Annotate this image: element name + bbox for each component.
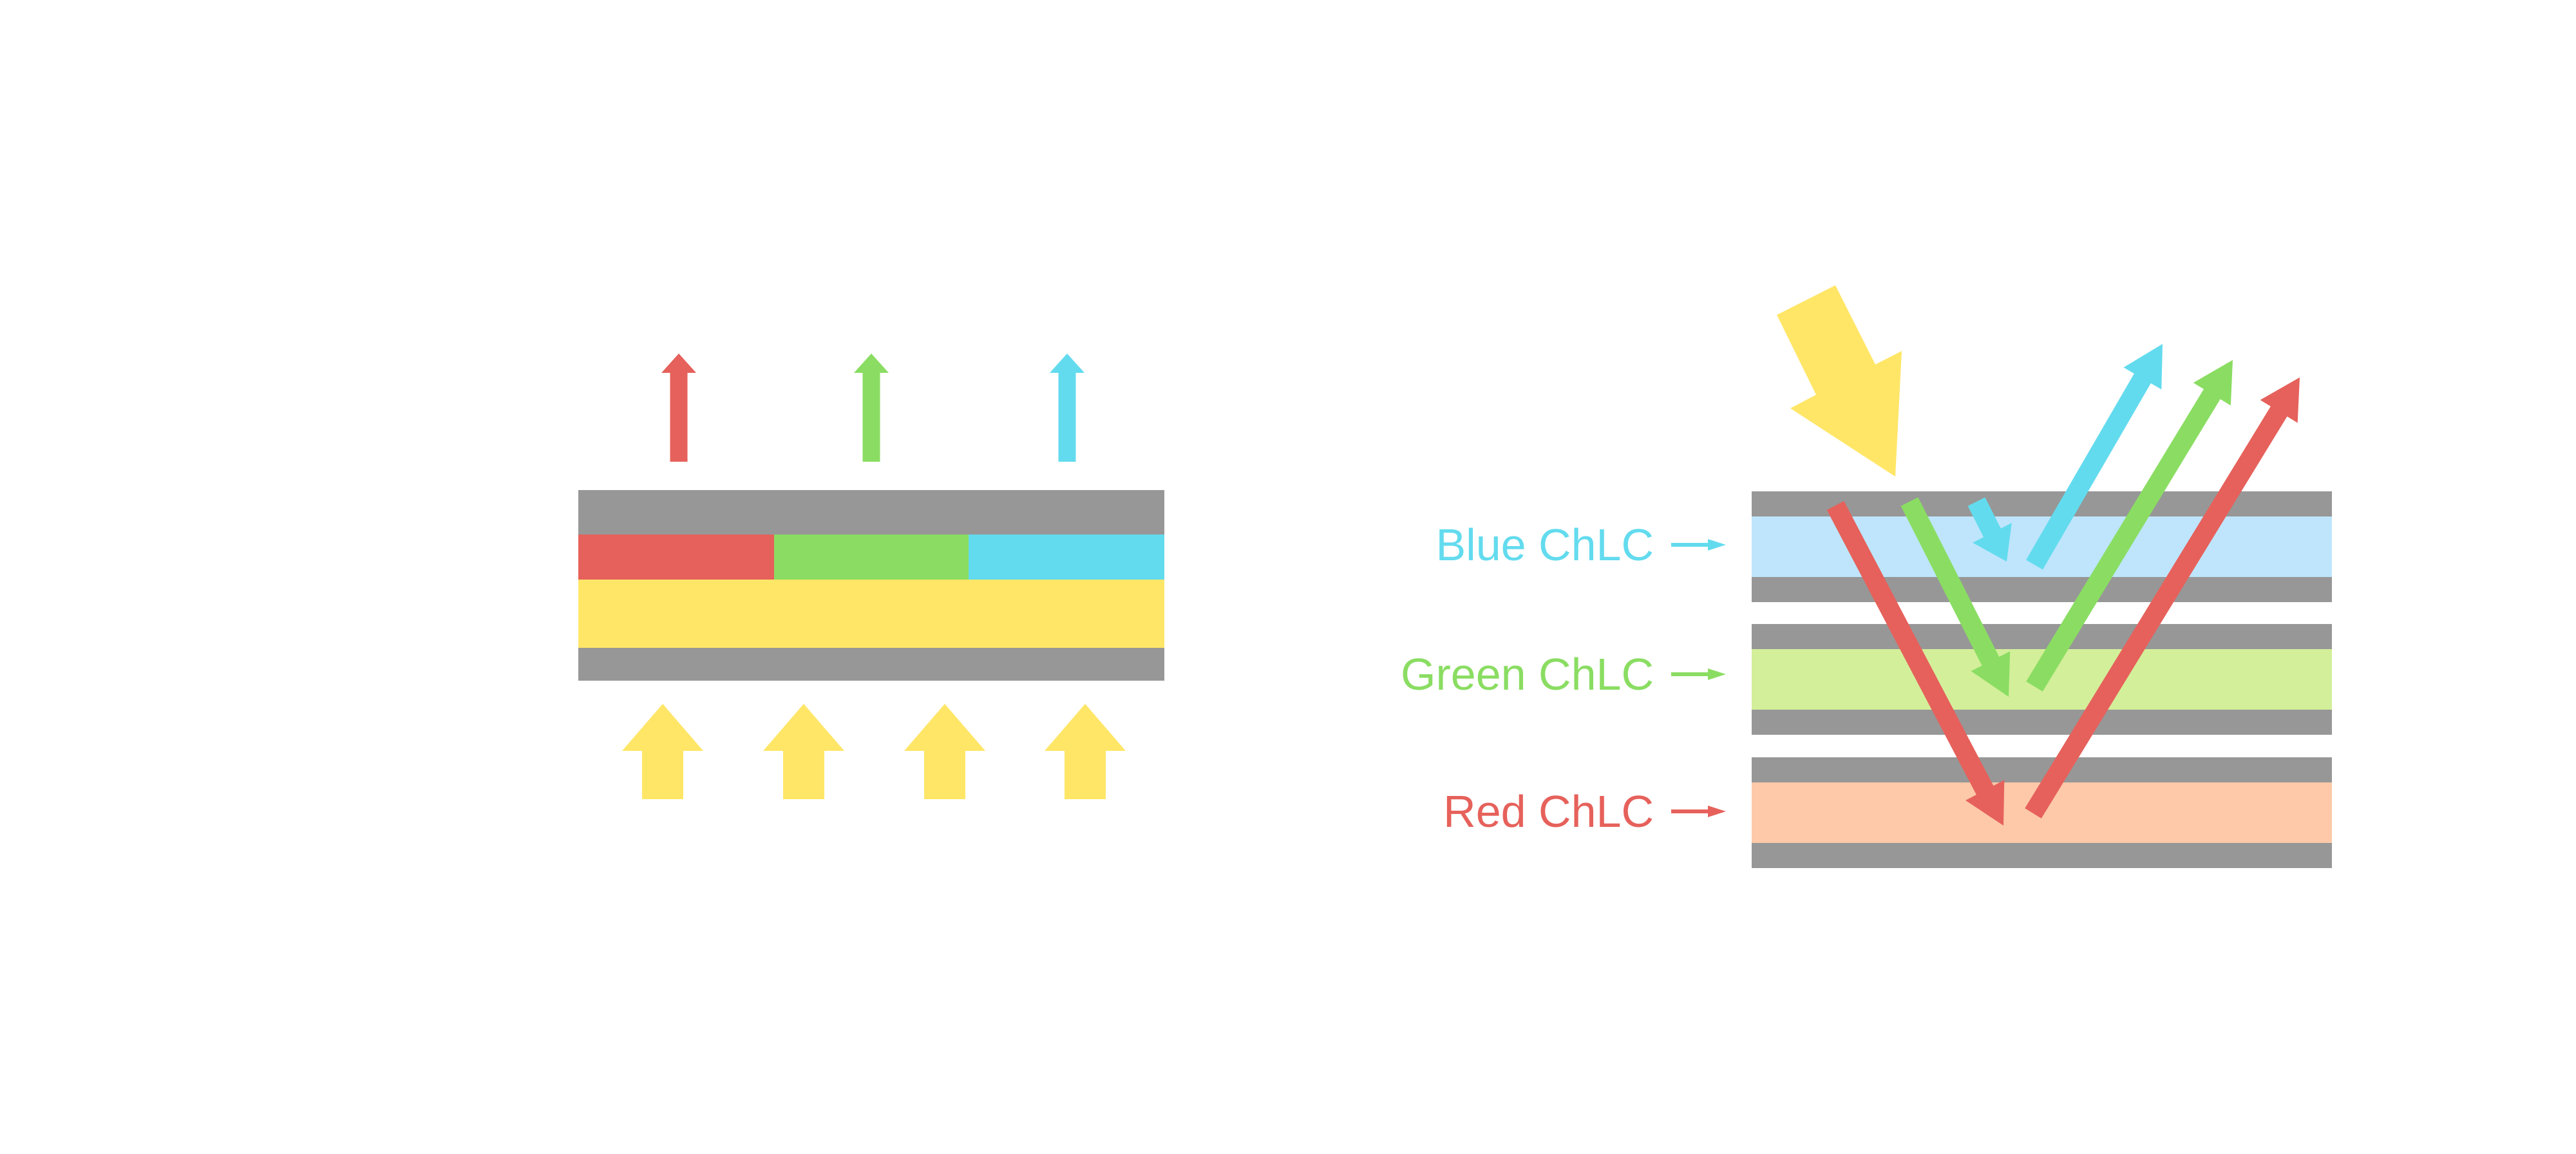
green-filter — [774, 534, 969, 580]
emitted-green-light-arrow-icon — [854, 354, 889, 462]
incident-white-light-arrow-icon — [622, 704, 703, 799]
red-layer-top-substrate — [1752, 757, 2332, 782]
color-filter-diagram — [578, 354, 1164, 799]
layer-label-green: Green ChLC — [1401, 649, 1654, 699]
red-filter — [578, 534, 774, 580]
arrow-shaft — [2026, 388, 2221, 692]
incident-white-light-arrow-icon — [1045, 704, 1126, 799]
arrow-head — [763, 704, 844, 751]
arrow-head — [622, 704, 703, 751]
arrow-head — [2260, 377, 2300, 423]
layer-label-blue: Blue ChLC — [1435, 520, 1654, 570]
incident-white-light-arrow-icon — [763, 704, 844, 799]
blue-layer-bottom-substrate — [1752, 577, 2332, 602]
backlight-layer — [578, 580, 1164, 648]
layer-pointer-green-arrow-icon — [1671, 668, 1726, 680]
red-light-down-arrow-icon — [1826, 501, 2005, 826]
arrow-head — [661, 354, 696, 373]
arrow-head — [1708, 668, 1726, 680]
incident-light-arrow-icon — [1777, 285, 1902, 477]
chlc-stack-diagram: Blue ChLC Green ChLC Red ChLC — [1401, 285, 2332, 868]
arrow-head — [1045, 704, 1126, 751]
arrow-shaft — [2025, 405, 2288, 818]
arrow-shaft — [1900, 497, 2000, 667]
arrow-head — [1708, 806, 1726, 817]
arrow-shaft — [1967, 497, 2002, 538]
arrow-shaft — [2026, 372, 2152, 570]
arrow-head — [2123, 344, 2163, 390]
arrow-head — [1973, 523, 2012, 562]
arrow-shaft — [1826, 501, 1994, 796]
blue-filter — [969, 534, 1164, 580]
green-reflected-arrow-icon — [2026, 360, 2233, 692]
arrow-head — [1971, 651, 2011, 697]
red-layer-bottom-substrate — [1752, 843, 2332, 868]
arrow-head — [1708, 539, 1726, 551]
arrow-head — [1965, 780, 2005, 826]
blue-reflected-arrow-icon — [2026, 344, 2163, 570]
green-layer-top-substrate — [1752, 624, 2332, 649]
arrow-head — [904, 704, 985, 751]
emitted-blue-light-arrow-icon — [1050, 354, 1084, 462]
emitted-red-light-arrow-icon — [661, 354, 696, 462]
bottom-substrate — [578, 648, 1164, 681]
red-reflected-arrow-icon — [2025, 377, 2300, 818]
incident-white-light-arrow-icon — [904, 704, 985, 799]
layer-pointer-red-arrow-icon — [1671, 806, 1726, 817]
arrow-head — [1050, 354, 1084, 373]
green-light-down-arrow-icon — [1900, 497, 2011, 697]
green-layer-bottom-substrate — [1752, 710, 2332, 735]
layer-label-red: Red ChLC — [1443, 786, 1654, 837]
blue-light-down-arrow-icon — [1967, 497, 2012, 562]
arrow-head — [2193, 360, 2233, 406]
arrow-head — [854, 354, 889, 373]
layer-pointer-blue-arrow-icon — [1671, 539, 1726, 551]
top-substrate — [578, 490, 1164, 534]
